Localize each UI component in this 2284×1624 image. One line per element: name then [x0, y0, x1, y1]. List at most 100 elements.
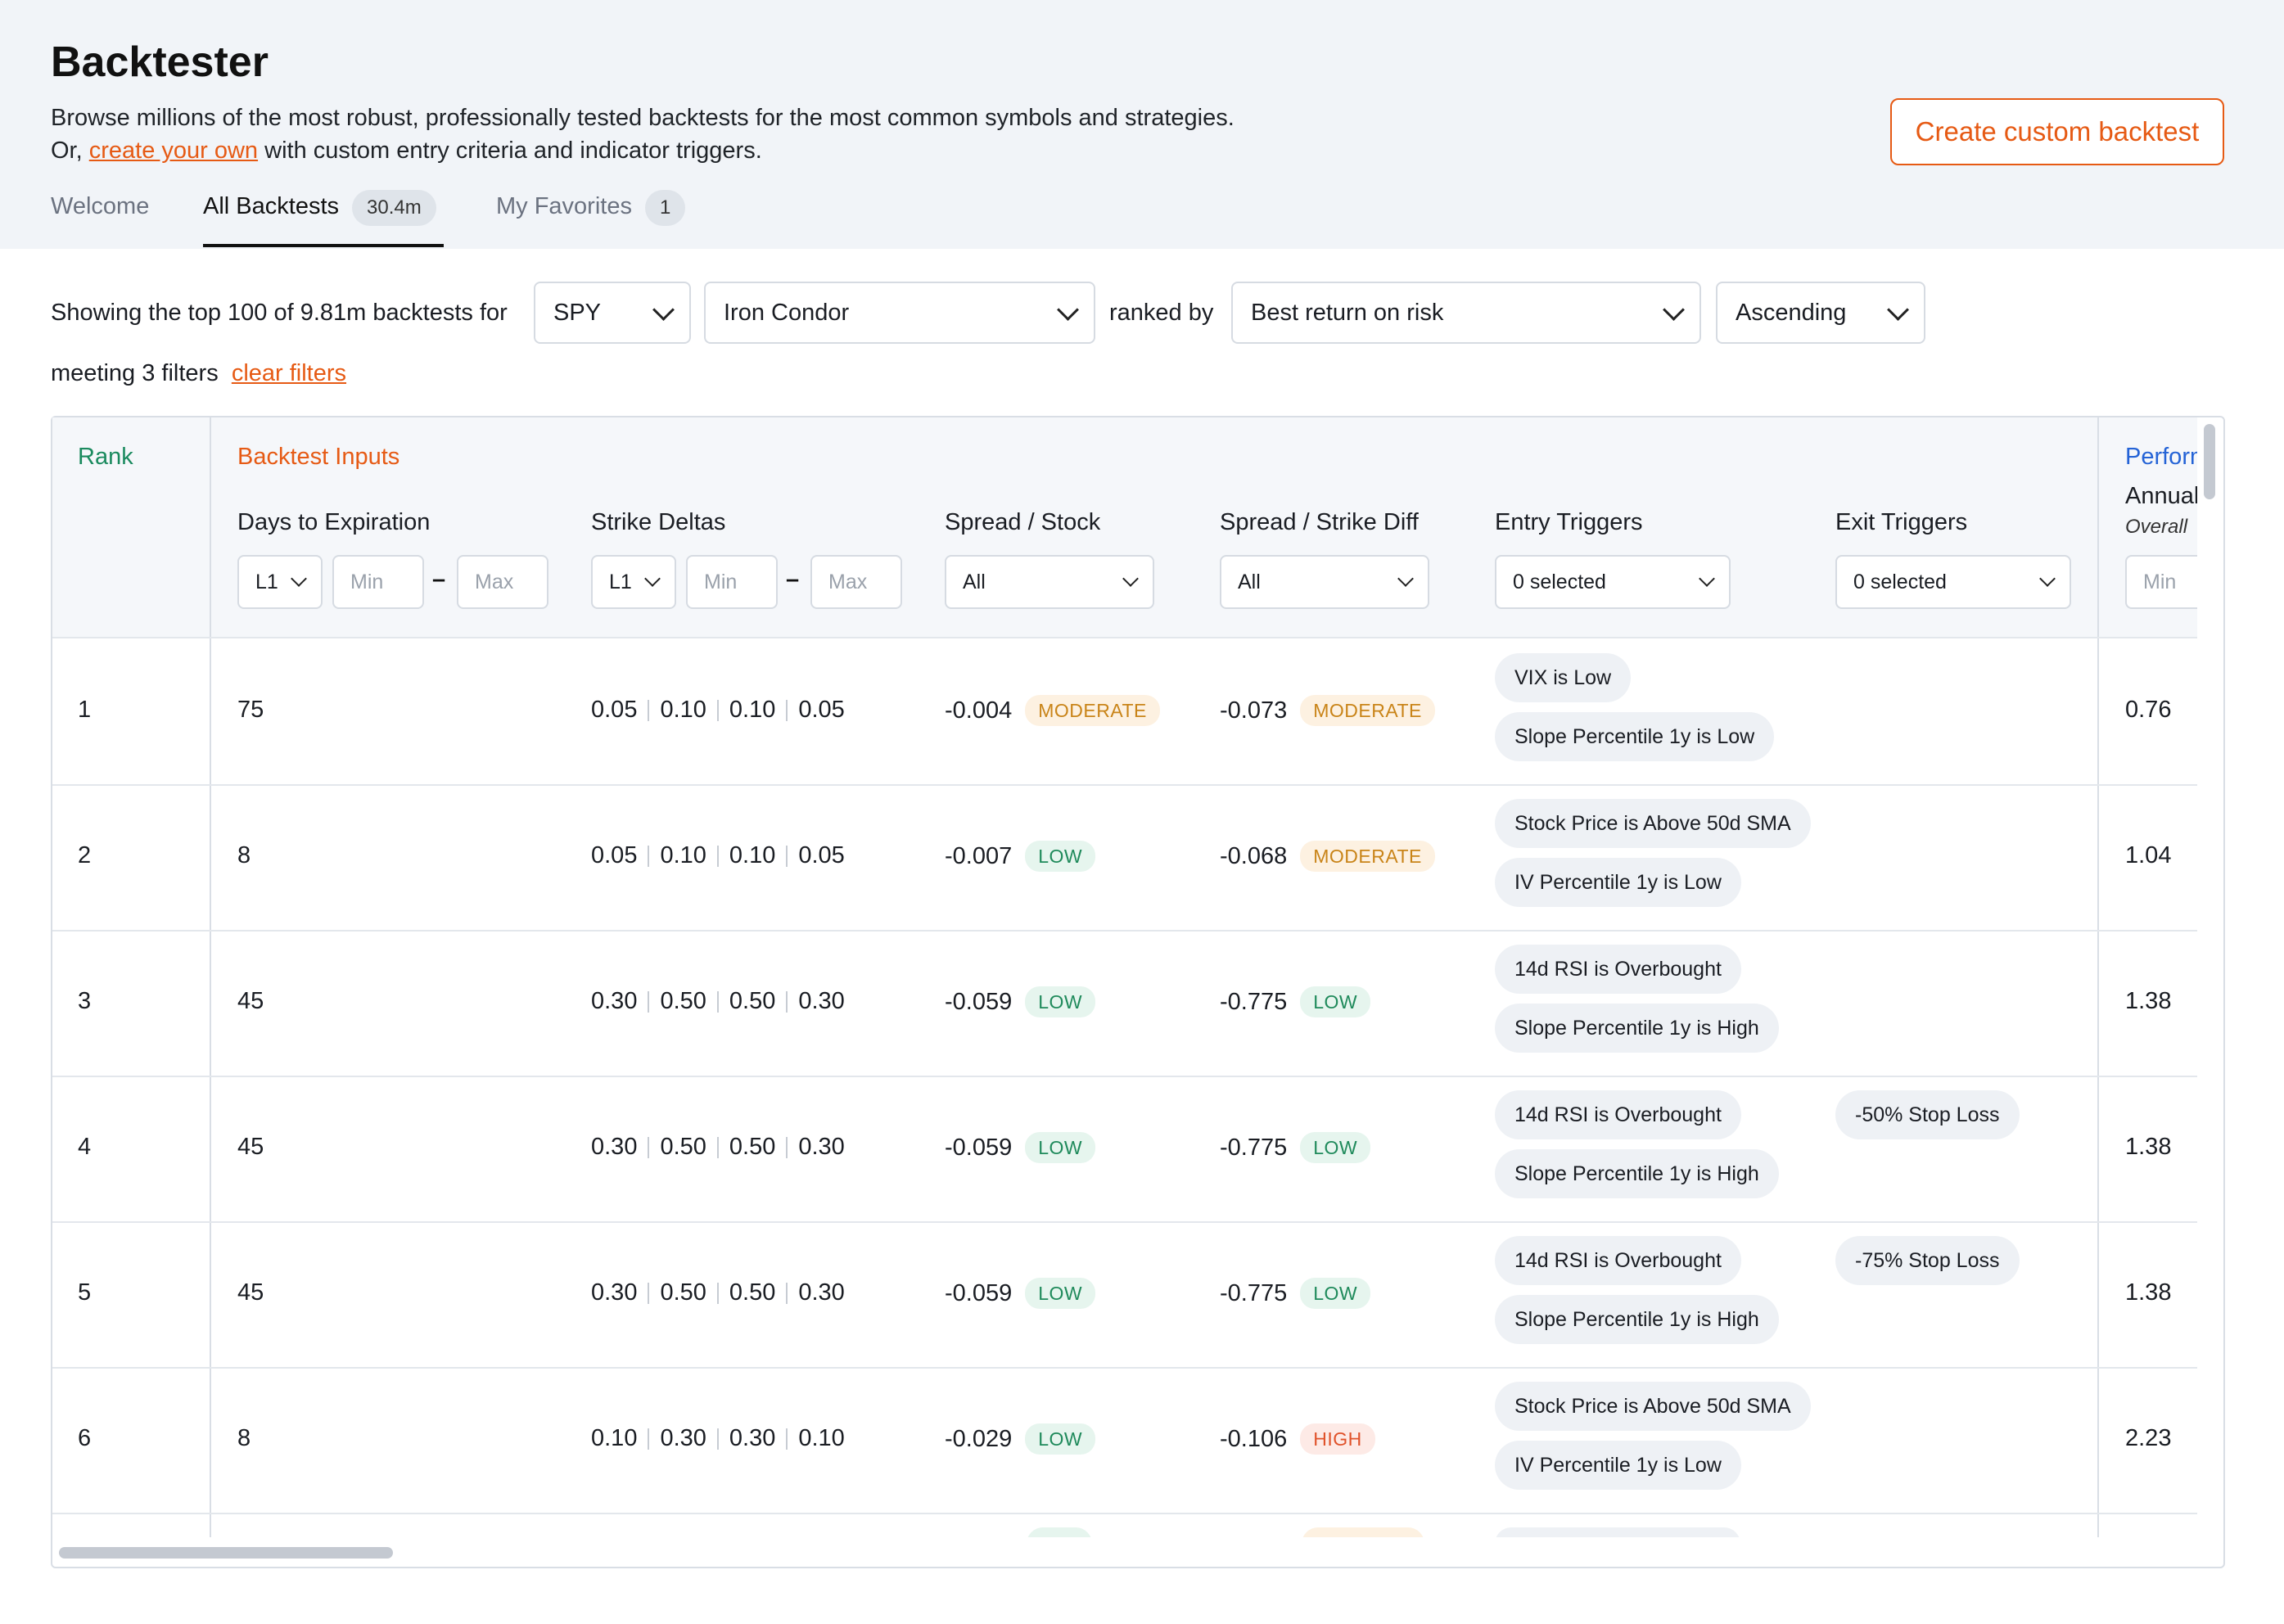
- column-header-strike-deltas[interactable]: Strike Deltas: [591, 509, 726, 535]
- delta-leg-select[interactable]: L1: [591, 555, 676, 609]
- spread-stock-cell: -0.059 LOW: [945, 986, 1096, 1017]
- delta-value: 0.30: [729, 1425, 776, 1451]
- entry-triggers-filter-select[interactable]: 0 selected: [1495, 555, 1731, 609]
- column-header-exit-triggers[interactable]: Exit Triggers: [1835, 509, 1968, 535]
- active-tab-indicator: [203, 244, 444, 247]
- column-header-days-to-expiration[interactable]: Days to Expiration: [237, 509, 431, 535]
- delta-separator: [786, 845, 788, 867]
- spread-strike-filter-select[interactable]: All: [1220, 555, 1429, 609]
- dte-max-input[interactable]: Max: [457, 555, 548, 609]
- column-header-rank[interactable]: Rank: [78, 444, 133, 470]
- chevron-down-icon: [1887, 298, 1909, 321]
- spread-stock-value: -0.004: [945, 697, 1013, 724]
- spread-stock-cell: -0.029 LOW: [945, 1423, 1096, 1455]
- column-group-backtest-inputs: Backtest Inputs: [237, 444, 400, 470]
- strategy-select[interactable]: Iron Condor: [704, 282, 1095, 344]
- spread-stock-filter-value: All: [963, 570, 986, 593]
- column-header-annual-clip: Annualized Return: [2125, 483, 2197, 510]
- entry-trigger-chip: 14d RSI is Overbought: [1495, 1090, 1741, 1139]
- delta-separator: [716, 990, 719, 1013]
- delta-value: 0.50: [729, 1279, 776, 1306]
- create-your-own-link[interactable]: create your own: [88, 138, 259, 164]
- delta-separator: [648, 845, 650, 867]
- entry-trigger-chip: Slope Percentile 1y is High: [1495, 1004, 1779, 1053]
- symbol-value: SPY: [553, 299, 602, 326]
- entry-trigger-chip: Slope Percentile 1y is Low: [1495, 712, 1775, 761]
- delta-value: 0.10: [729, 842, 776, 868]
- dte-min-input[interactable]: Min: [332, 555, 424, 609]
- delta-value: 0.30: [591, 1134, 638, 1160]
- delta-value: 0.30: [798, 1279, 845, 1306]
- dte-cell: 8: [237, 842, 251, 868]
- horizontal-scrollbar[interactable]: [59, 1547, 393, 1559]
- filters-summary: meeting 3 filters clear filters: [51, 357, 346, 390]
- dte-leg-value: L1: [255, 570, 278, 593]
- entry-trigger-chip: Slope Percentile 1y is High: [1495, 1295, 1779, 1344]
- order-select[interactable]: Ascending: [1716, 282, 1925, 344]
- delta-separator: [716, 699, 719, 721]
- delta-separator: [786, 1136, 788, 1158]
- chevron-down-icon: [1122, 571, 1139, 587]
- column-group-performance-clip: Performance: [2125, 444, 2197, 471]
- status-badge: MODERATE: [1025, 695, 1160, 726]
- delta-separator: [786, 1282, 788, 1304]
- performance-cell: 1.38: [2125, 1134, 2172, 1160]
- rank-cell: 6: [78, 1425, 92, 1451]
- entry-trigger-chip: 14d RSI is Overbought: [1495, 945, 1741, 994]
- spread-strike-value: -0.068: [1220, 842, 1288, 869]
- status-badge: LOW: [1025, 986, 1096, 1017]
- rank-cell: 5: [78, 1279, 92, 1306]
- delta-separator: [716, 1282, 719, 1304]
- status-badge: MODERATE: [1300, 695, 1435, 726]
- delta-min-input[interactable]: Min: [686, 555, 778, 609]
- showing-text: Showing the top 100 of 9.81m backtests f…: [51, 300, 508, 326]
- row-divider: [52, 1513, 2197, 1514]
- dte-leg-select[interactable]: L1: [237, 555, 323, 609]
- spread-strike-value: -0.775: [1220, 1134, 1288, 1161]
- performance-cell: 0.76: [2125, 697, 2172, 723]
- spread-stock-value: -0.007: [945, 842, 1013, 869]
- entry-trigger-chip: [1495, 1527, 1740, 1537]
- status-badge: HIGH: [1300, 1423, 1375, 1455]
- clear-filters-link[interactable]: clear filters: [231, 360, 347, 386]
- symbol-select[interactable]: SPY: [534, 282, 691, 344]
- column-header-spread-stock[interactable]: Spread / Stock: [945, 509, 1101, 535]
- column-header-spread-strike-diff[interactable]: Spread / Strike Diff: [1220, 509, 1419, 535]
- entry-trigger-chip: Stock Price is Above 50d SMA: [1495, 799, 1811, 848]
- subtitle-line-2-suffix: with custom entry criteria and indicator…: [258, 138, 762, 164]
- create-custom-backtest-button[interactable]: Create custom backtest: [1890, 98, 2224, 165]
- entry-trigger-chip: IV Percentile 1y is Low: [1495, 1441, 1741, 1490]
- spread-stock-filter-select[interactable]: All: [945, 555, 1154, 609]
- chevron-down-icon: [1397, 571, 1414, 587]
- subtitle-line-2: Or, create your own with custom entry cr…: [51, 134, 1235, 167]
- delta-value: 0.30: [798, 1134, 845, 1160]
- tab-all-backtests[interactable]: All Backtests 30.4m: [203, 190, 436, 249]
- perf-min-input[interactable]: Min: [2125, 555, 2197, 609]
- delta-value: 0.30: [591, 1279, 638, 1306]
- performance-cell: 1.38: [2125, 1279, 2172, 1306]
- dte-cell: 45: [237, 1134, 264, 1160]
- column-header-entry-triggers[interactable]: Entry Triggers: [1495, 509, 1643, 535]
- rank-metric-value: Best return on risk: [1251, 299, 1444, 326]
- strike-deltas-cell: 0.10 0.30 0.30 0.10: [591, 1425, 845, 1452]
- delta-value: 0.50: [660, 988, 706, 1014]
- count-badge: 1: [644, 190, 686, 226]
- tab-all-backtests-label: All Backtests: [203, 193, 339, 219]
- rank-metric-select[interactable]: Best return on risk: [1231, 282, 1701, 344]
- delta-separator: [648, 1428, 650, 1450]
- strike-deltas-cell: 0.30 0.50 0.50 0.30: [591, 1134, 845, 1161]
- exit-trigger-chip: -50% Stop Loss: [1835, 1090, 2020, 1139]
- exit-triggers-filter-select[interactable]: 0 selected: [1835, 555, 2071, 609]
- rank-cell: 1: [78, 697, 92, 723]
- range-separator: –: [786, 566, 800, 593]
- vertical-scrollbar[interactable]: [2204, 424, 2215, 499]
- chevron-down-icon: [644, 571, 661, 587]
- tab-welcome[interactable]: Welcome: [51, 193, 149, 249]
- column-header-annualized-return[interactable]: Annualized Return: [2125, 483, 2197, 509]
- tab-my-favorites[interactable]: My Favorites 1: [496, 190, 686, 249]
- delta-value: 0.10: [798, 1425, 845, 1451]
- chevron-down-icon: [1699, 571, 1715, 587]
- delta-leg-value: L1: [609, 570, 632, 593]
- delta-max-input[interactable]: Max: [810, 555, 902, 609]
- header-divider: [52, 637, 2197, 638]
